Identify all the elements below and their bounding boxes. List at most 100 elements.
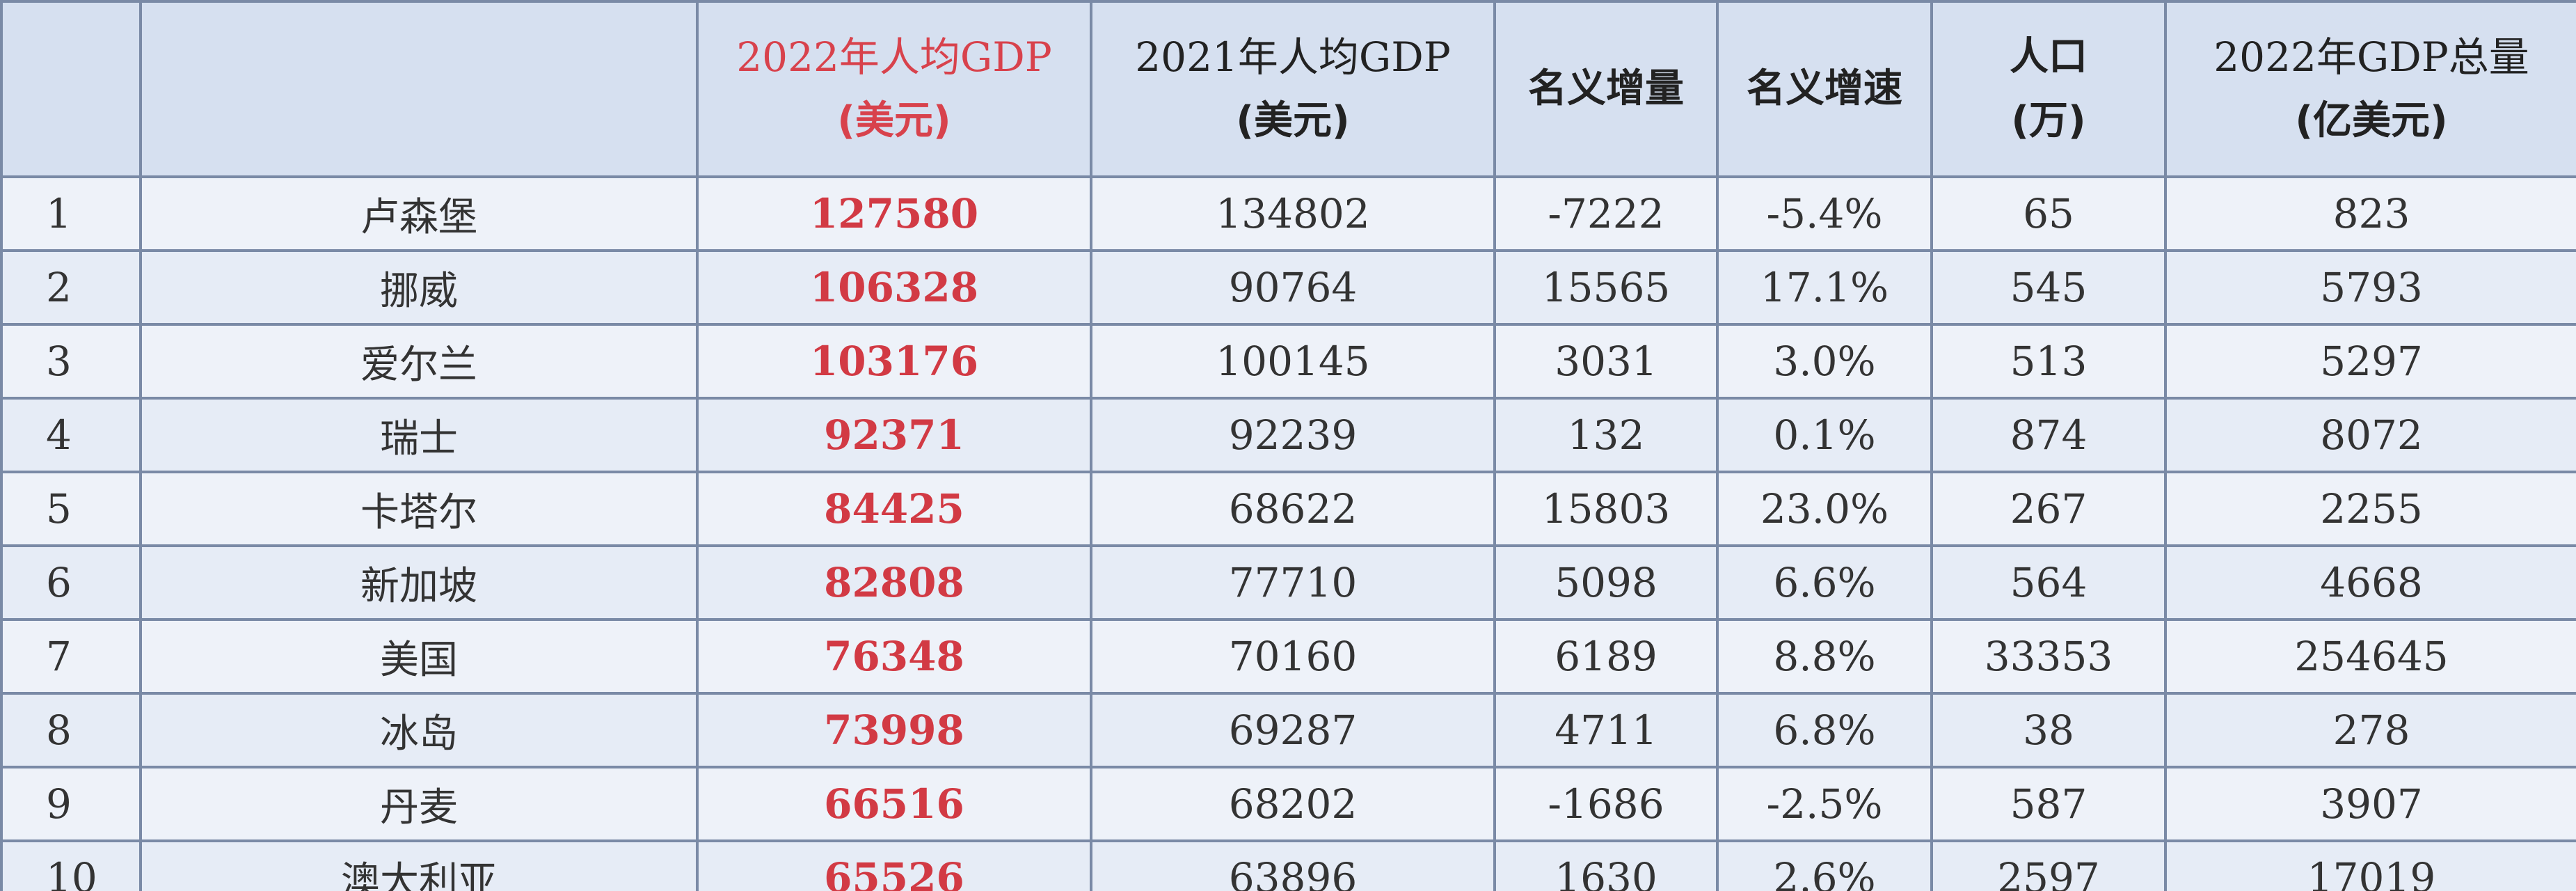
rate-cell: 3.0% — [1716, 323, 1933, 400]
rate-cell: 17.1% — [1716, 249, 1933, 326]
rate-cell: 8.8% — [1716, 618, 1933, 695]
gdp-2022-cell: 65526 — [696, 839, 1092, 891]
total-gdp-cell: 5793 — [2164, 249, 2576, 326]
header-nominal-increase: 名义增量 — [1493, 0, 1719, 178]
header-gdp-2022-unit: (美元) — [837, 98, 951, 143]
gdp-2022-cell: 92371 — [696, 397, 1092, 473]
gdp-2022-cell: 127580 — [696, 175, 1092, 252]
header-total-gdp: 2022年GDP总量 (亿美元) — [2164, 0, 2576, 178]
country-cell: 爱尔兰 — [139, 323, 699, 400]
increase-cell: -1686 — [1493, 766, 1719, 842]
total-gdp-cell: 4668 — [2164, 544, 2576, 621]
rank-cell: 5 — [0, 471, 142, 547]
country-cell: 冰岛 — [139, 692, 699, 768]
gdp-2022-cell: 82808 — [696, 544, 1092, 621]
rate-cell: 0.1% — [1716, 397, 1933, 473]
header-gdp-2021: 2021年人均GDP (美元) — [1090, 0, 1496, 178]
rank-cell: 2 — [0, 249, 142, 326]
rank-cell: 7 — [0, 618, 142, 695]
header-gdp-2022: 2022年人均GDP (美元) — [696, 0, 1092, 178]
rate-cell: 6.6% — [1716, 544, 1933, 621]
increase-cell: 15565 — [1493, 249, 1719, 326]
rank-cell: 4 — [0, 397, 142, 473]
gdp-2021-cell: 69287 — [1090, 692, 1496, 768]
population-cell: 2597 — [1930, 839, 2167, 891]
country-cell: 挪威 — [139, 249, 699, 326]
population-cell: 267 — [1930, 471, 2167, 547]
table-row: 2 挪威 106328 90764 15565 17.1% 545 5793 — [0, 249, 2576, 326]
table-row: 5 卡塔尔 84425 68622 15803 23.0% 267 2255 — [0, 471, 2576, 547]
header-population-unit: (万) — [2011, 98, 2086, 143]
population-cell: 38 — [1930, 692, 2167, 768]
gdp-2022-cell: 66516 — [696, 766, 1092, 842]
rate-cell: 6.8% — [1716, 692, 1933, 768]
gdp-2022-cell: 76348 — [696, 618, 1092, 695]
rank-cell: 10 — [0, 839, 142, 891]
header-row: 2022年人均GDP (美元) 2021年人均GDP (美元) 名义增量 名义增… — [0, 0, 2576, 178]
population-cell: 545 — [1930, 249, 2167, 326]
total-gdp-cell: 823 — [2164, 175, 2576, 252]
total-gdp-cell: 278 — [2164, 692, 2576, 768]
rank-cell: 6 — [0, 544, 142, 621]
increase-cell: 1630 — [1493, 839, 1719, 891]
gdp-2021-cell: 134802 — [1090, 175, 1496, 252]
table-row: 9 丹麦 66516 68202 -1686 -2.5% 587 3907 — [0, 766, 2576, 842]
population-cell: 874 — [1930, 397, 2167, 473]
gdp-2021-cell: 90764 — [1090, 249, 1496, 326]
increase-cell: 3031 — [1493, 323, 1719, 400]
gdp-2022-cell: 103176 — [696, 323, 1092, 400]
table-header: 2022年人均GDP (美元) 2021年人均GDP (美元) 名义增量 名义增… — [0, 0, 2576, 178]
country-cell: 新加坡 — [139, 544, 699, 621]
table-row: 1 卢森堡 127580 134802 -7222 -5.4% 65 823 — [0, 175, 2576, 252]
rate-cell: -2.5% — [1716, 766, 1933, 842]
header-population-title: 人口 — [2010, 34, 2088, 79]
increase-cell: -7222 — [1493, 175, 1719, 252]
increase-cell: 4711 — [1493, 692, 1719, 768]
gdp-2022-cell: 84425 — [696, 471, 1092, 547]
gdp-2021-cell: 68202 — [1090, 766, 1496, 842]
gdp-2021-cell: 63896 — [1090, 839, 1496, 891]
header-rank — [0, 0, 142, 178]
header-total-gdp-unit: (亿美元) — [2295, 98, 2448, 143]
gdp-2021-cell: 92239 — [1090, 397, 1496, 473]
header-total-gdp-title: 2022年GDP总量 — [2213, 33, 2529, 81]
table-row: 7 美国 76348 70160 6189 8.8% 33353 254645 — [0, 618, 2576, 695]
header-gdp-2021-unit: (美元) — [1236, 98, 1350, 143]
increase-cell: 6189 — [1493, 618, 1719, 695]
gdp-2022-cell: 73998 — [696, 692, 1092, 768]
increase-cell: 132 — [1493, 397, 1719, 473]
country-cell: 澳大利亚 — [139, 839, 699, 891]
total-gdp-cell: 2255 — [2164, 471, 2576, 547]
total-gdp-cell: 254645 — [2164, 618, 2576, 695]
increase-cell: 15803 — [1493, 471, 1719, 547]
gdp-2021-cell: 77710 — [1090, 544, 1496, 621]
total-gdp-cell: 3907 — [2164, 766, 2576, 842]
table-row: 10 澳大利亚 65526 63896 1630 2.6% 2597 17019 — [0, 839, 2576, 891]
total-gdp-cell: 5297 — [2164, 323, 2576, 400]
country-cell: 卢森堡 — [139, 175, 699, 252]
population-cell: 587 — [1930, 766, 2167, 842]
population-cell: 65 — [1930, 175, 2167, 252]
gdp-2022-cell: 106328 — [696, 249, 1092, 326]
gdp-2021-cell: 68622 — [1090, 471, 1496, 547]
increase-cell: 5098 — [1493, 544, 1719, 621]
header-population: 人口 (万) — [1930, 0, 2167, 178]
rate-cell: -5.4% — [1716, 175, 1933, 252]
country-cell: 瑞士 — [139, 397, 699, 473]
rank-cell: 3 — [0, 323, 142, 400]
header-nominal-rate: 名义增速 — [1716, 0, 1933, 178]
population-cell: 564 — [1930, 544, 2167, 621]
header-gdp-2021-title: 2021年人均GDP — [1135, 33, 1451, 81]
country-cell: 卡塔尔 — [139, 471, 699, 547]
table-body: 1 卢森堡 127580 134802 -7222 -5.4% 65 823 2… — [0, 175, 2576, 891]
population-cell: 33353 — [1930, 618, 2167, 695]
rank-cell: 8 — [0, 692, 142, 768]
rate-cell: 23.0% — [1716, 471, 1933, 547]
gdp-2021-cell: 70160 — [1090, 618, 1496, 695]
country-cell: 美国 — [139, 618, 699, 695]
country-cell: 丹麦 — [139, 766, 699, 842]
total-gdp-cell: 17019 — [2164, 839, 2576, 891]
population-cell: 513 — [1930, 323, 2167, 400]
